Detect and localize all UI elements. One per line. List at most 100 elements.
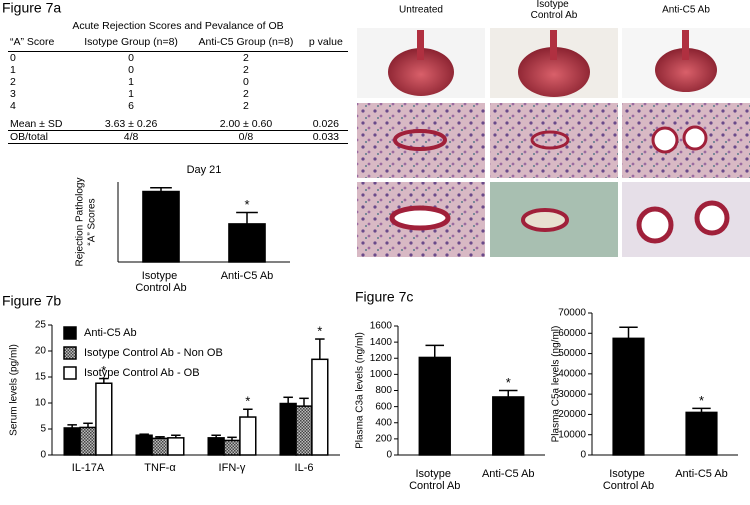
table-cell	[304, 52, 348, 65]
histology	[521, 208, 569, 232]
significance-mark: *	[245, 394, 250, 409]
table-row: 1 0 2	[8, 64, 348, 76]
significance-mark: *	[699, 393, 704, 408]
legend-label: Isotype Control Ab - OB	[84, 367, 200, 379]
table-cell: 2	[243, 64, 249, 76]
image-column-label: Isotype Control Ab	[531, 0, 578, 21]
table-cell: OB/total	[8, 130, 74, 144]
histology	[530, 130, 570, 150]
significance-mark: *	[244, 197, 249, 212]
table-cell: 6	[128, 100, 134, 112]
table-cell	[304, 100, 348, 112]
table-cell: 2	[10, 76, 16, 88]
y-tick-label: 60000	[558, 328, 586, 339]
y-tick-label: 0	[386, 450, 392, 461]
y-tick-label: 20	[35, 346, 47, 357]
y-axis-label: Rejection Pathology	[75, 178, 86, 267]
table-cell: 3	[10, 88, 16, 100]
y-tick-label: 200	[375, 434, 392, 445]
histology	[389, 205, 451, 231]
table-cell	[304, 88, 348, 100]
legend-label: Anti-C5 Ab	[84, 327, 137, 339]
bar	[418, 356, 451, 456]
y-tick-label: 1000	[370, 369, 393, 380]
photo	[550, 30, 557, 60]
significance-mark: *	[101, 363, 106, 378]
y-tick-label: 50000	[558, 348, 586, 359]
table-cell: 0	[10, 52, 16, 64]
table-cell: “A” Score	[8, 36, 74, 52]
y-tick-label: 40000	[558, 368, 586, 379]
table-row: 2 1 0	[8, 76, 348, 88]
bar	[492, 396, 525, 456]
histology	[357, 103, 485, 178]
y-tick-label: 800	[375, 385, 392, 396]
x-tick-label: Isotype Control Ab	[409, 468, 460, 492]
y-tick-label: 1200	[370, 353, 393, 364]
bar	[167, 437, 185, 456]
y-tick-label: 10	[35, 398, 47, 409]
table-cell: 1	[128, 88, 134, 100]
significance-mark: *	[317, 323, 322, 338]
table-cell: p value	[303, 36, 348, 52]
bar	[295, 405, 313, 456]
photo	[388, 48, 454, 96]
x-tick-label: Anti-C5 Ab	[221, 270, 274, 282]
bar	[228, 223, 266, 263]
y-tick-label: 0	[40, 450, 46, 461]
x-tick-label: IL-17A	[72, 462, 105, 474]
histology	[694, 200, 730, 236]
bar	[685, 411, 718, 456]
histology	[682, 125, 708, 151]
y-tick-label: 1600	[370, 321, 393, 332]
table-cell: Mean ± SD	[8, 112, 74, 131]
y-tick-label: 600	[375, 401, 392, 412]
x-tick-label: Anti-C5 Ab	[675, 468, 728, 480]
legend-swatch	[63, 326, 77, 340]
legend-label: Isotype Control Ab - Non OB	[84, 347, 223, 359]
bar	[95, 382, 113, 456]
table-cell: 0	[128, 52, 134, 64]
histology	[636, 206, 674, 244]
table-cell	[304, 76, 348, 88]
table-cell: Anti-C5 Group (n=8)	[188, 36, 304, 52]
x-tick-label: IFN-γ	[219, 462, 246, 474]
photo	[518, 47, 590, 97]
x-tick-label: Isotype Control Ab	[135, 270, 186, 294]
y-tick-label: 0	[580, 450, 586, 461]
x-tick-label: TNF-α	[144, 462, 176, 474]
significance-mark: *	[506, 375, 511, 390]
y-tick-label: 25	[35, 320, 47, 331]
bar	[151, 437, 169, 456]
table-cell: 4	[10, 100, 16, 112]
y-tick-label: 70000	[558, 308, 586, 319]
photo	[682, 30, 689, 60]
bar	[135, 434, 153, 456]
y-tick-label: 5	[40, 424, 46, 435]
photo	[655, 48, 717, 92]
y-axis-label: Serum levels (pg/ml)	[9, 344, 20, 436]
table-row: Mean ± SD 3.63 ± 0.26 2.00 ± 0.60 0.026	[8, 112, 348, 131]
legend-swatch	[63, 346, 77, 360]
panel-label: Figure 7b	[2, 293, 61, 309]
bar	[239, 416, 257, 456]
x-tick-label: Isotype Control Ab	[603, 468, 654, 492]
panel-label: Figure 7c	[355, 289, 413, 305]
table-cell: 2.00 ± 0.60	[188, 112, 304, 131]
table-cell: Acute Rejection Scores and Pevalance of …	[72, 20, 284, 32]
table-cell: 0.026	[303, 112, 348, 131]
y-axis-label: Plasma C3a levels (ng/ml)	[355, 332, 366, 449]
bar	[142, 190, 180, 263]
image-column-label: Untreated	[399, 5, 443, 16]
histology	[393, 129, 447, 151]
bar	[63, 427, 81, 456]
y-tick-label: 10000	[558, 429, 586, 440]
table-cell: 4/8	[73, 130, 189, 144]
bar	[311, 358, 329, 456]
histology	[651, 126, 679, 154]
table-row: 3 1 2	[8, 88, 348, 100]
table-cell: 1	[10, 64, 16, 76]
y-axis-label: Plasma C5a levels (ng/ml)	[551, 326, 562, 443]
x-tick-label: IL-6	[295, 462, 314, 474]
bar	[207, 437, 225, 456]
